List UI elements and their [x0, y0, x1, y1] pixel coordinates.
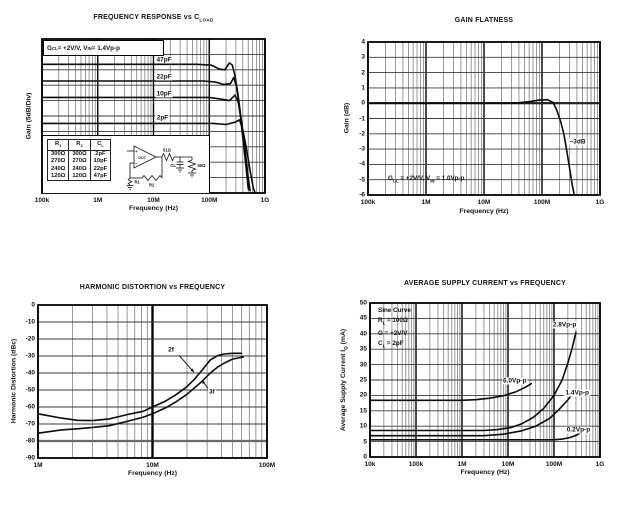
load-table-cell: 300Ω	[68, 150, 91, 159]
arrowhead-icon	[201, 380, 206, 385]
chart4-yaxis-label: Average Supply Current IQ (mA)	[339, 328, 349, 432]
curve-3f	[37, 356, 244, 435]
table-row: 270Ω 270Ω 10pF	[47, 158, 111, 166]
chart1-conditions-annotation: G CL = +2V/V, V IN = 1.4Vp-p	[43, 40, 164, 56]
curve-2.8Vp-p	[369, 331, 577, 432]
chart2-yaxis-label: Gain (dB)	[343, 102, 351, 134]
gain-resistor-icon	[127, 177, 133, 186]
chart3-xaxis-label: Frequency (Hz)	[127, 470, 178, 477]
chart4-annotation-line3: G = +2V/V	[378, 330, 408, 338]
load-table-cell: 240Ω	[47, 165, 70, 173]
load-capacitor-icon	[176, 161, 184, 165]
load-table-header: R1	[47, 139, 70, 152]
load-table-cell: 300Ω	[47, 150, 70, 159]
load-table-cell: 2pF	[95, 151, 106, 158]
chart4-xaxis-label: Frequency (Hz)	[460, 469, 510, 476]
curve-6.0Vp-p	[369, 382, 533, 402]
load-table-header: CL	[90, 139, 111, 152]
chart4-annotation-line1: Sine Curve	[378, 307, 411, 314]
chart4-title: AVERAGE SUPPLY CURRENT vs FREQUENCY	[403, 280, 567, 287]
plot-frame	[37, 304, 268, 459]
ground-icon	[188, 172, 196, 178]
plot-frame	[369, 302, 601, 458]
load-table-cell: 120Ω	[68, 172, 91, 181]
series-resistor-label: 51Ω	[163, 148, 172, 153]
series-resistor-icon	[161, 152, 175, 162]
load-capacitor-label: CL	[170, 163, 176, 168]
arrowhead-icon	[190, 368, 194, 373]
load-table-cell: 270Ω	[68, 158, 91, 166]
load-table-cell: 22pF	[93, 165, 108, 172]
chart1-inset-panel: R1 R2 CL 300Ω 300Ω 2pF 270Ω 270Ω 10pF 240Ω 240Ω 22p…	[43, 135, 210, 193]
chart3-title: HARMONIC DISTORTION vs FREQUENCY	[79, 284, 226, 291]
curve-10pF	[41, 94, 251, 192]
opamp-device-label: OUT	[138, 156, 147, 160]
chart4-conditions-annotation: Sine Curve RL = 100Ω G = +2V/V CL = 2pF	[378, 306, 411, 352]
load-resistor-label: 50Ω	[198, 163, 207, 168]
opamp-icon	[133, 145, 157, 169]
chart4-annotation-line2: RL = 100Ω	[378, 317, 408, 326]
load-resistor-icon	[187, 159, 197, 171]
chart2-xaxis-label: Frequency (Hz)	[459, 208, 509, 215]
chart2-title: GAIN FLATNESS	[454, 17, 514, 24]
opamp-plus-label: +	[135, 149, 138, 154]
opamp-minus-label: −	[135, 161, 138, 166]
table-row: 240Ω 240Ω 22pF	[47, 165, 111, 173]
chart2-conditions-annotation: GCL = +2V/V, VIN = 1.0Vp-p	[388, 175, 465, 184]
load-table-grid: R1 R2 CL 300Ω 300Ω 2pF 270Ω 270Ω 10pF 240Ω 240Ω 22p…	[47, 139, 112, 181]
ground-icon	[126, 185, 134, 190]
load-table-cell: 120Ω	[47, 172, 70, 181]
chart3-yaxis-label: Harmonic Distortion (dBc)	[10, 338, 18, 424]
gain-resistor-label: R1	[135, 180, 141, 185]
curve-gain	[367, 98, 576, 196]
curve-2f	[37, 352, 243, 422]
test-circuit-schematic: + − OUT 51Ω CL 50Ω R2 R1	[126, 145, 207, 190]
chart1-xaxis-label: Frequency (Hz)	[128, 205, 179, 212]
curve-2pF	[41, 119, 256, 193]
curve-22pF	[41, 76, 249, 190]
plot-frame	[41, 38, 266, 194]
ground-icon	[176, 167, 184, 173]
table-row: 300Ω 300Ω 2pF	[47, 150, 111, 159]
load-table-cell: 240Ω	[68, 165, 91, 173]
load-table-cell: 10pF	[93, 158, 108, 165]
table-row: 120Ω 120Ω 47pF	[47, 172, 111, 181]
chart1-yaxis-label: Gain (5dB/Div)	[25, 92, 33, 140]
curve-1.4Vp-p	[369, 390, 575, 437]
chart1-title: FREQUENCY RESPONSE vs CLOAD	[93, 14, 214, 24]
load-table-cell: 270Ω	[47, 158, 70, 166]
plot-frame	[367, 41, 601, 196]
load-table-header: R2	[68, 139, 91, 152]
load-table-cell: 47pF	[93, 172, 108, 179]
feedback-resistor-icon	[141, 174, 163, 182]
chart4-annotation-line4: CL = 2pF	[378, 340, 404, 349]
feedback-resistor-label: R2	[149, 183, 155, 188]
